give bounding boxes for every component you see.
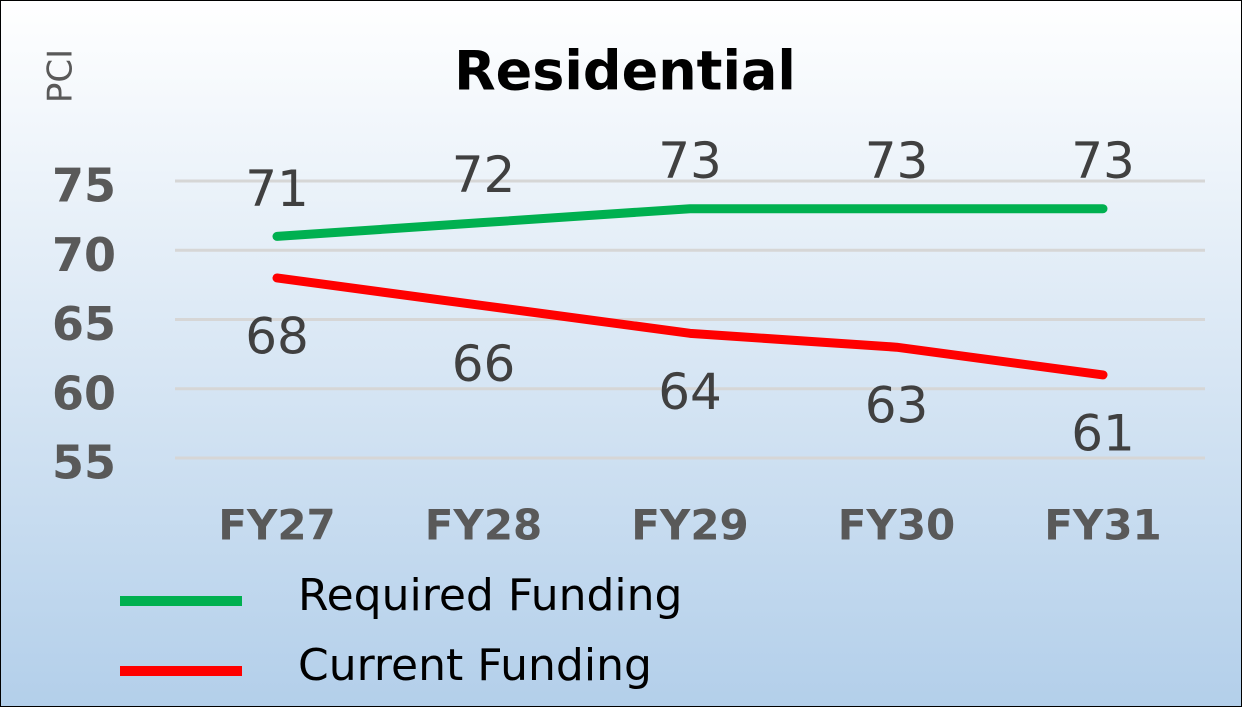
legend-label: Current Funding — [298, 640, 652, 691]
data-label: 71 — [245, 160, 309, 218]
x-tick-label: FY29 — [631, 501, 749, 550]
x-tick-label: FY30 — [838, 501, 956, 550]
y-tick-label: 60 — [52, 366, 116, 420]
y-tick-label: 55 — [52, 436, 116, 490]
x-tick-label: FY28 — [425, 501, 543, 550]
y-axis-label: PCI — [41, 49, 81, 103]
chart-title: Residential — [454, 40, 796, 103]
data-label: 61 — [1071, 404, 1135, 462]
line-series — [272, 204, 1108, 241]
data-label: 73 — [1071, 132, 1135, 190]
data-label: 63 — [865, 377, 929, 435]
x-tick-label: FY31 — [1044, 501, 1162, 550]
y-tick-label: 65 — [52, 297, 116, 351]
data-label: 73 — [658, 132, 722, 190]
data-label: 66 — [452, 335, 516, 393]
data-label: 73 — [865, 132, 929, 190]
legend-label: Required Funding — [298, 570, 682, 621]
y-tick-label: 70 — [52, 228, 116, 282]
x-tick-label: FY27 — [218, 501, 336, 550]
line-series — [272, 273, 1108, 380]
data-label: 64 — [658, 363, 722, 421]
data-label: 72 — [452, 146, 516, 204]
y-tick-label: 75 — [52, 159, 116, 213]
data-label: 68 — [245, 307, 309, 365]
